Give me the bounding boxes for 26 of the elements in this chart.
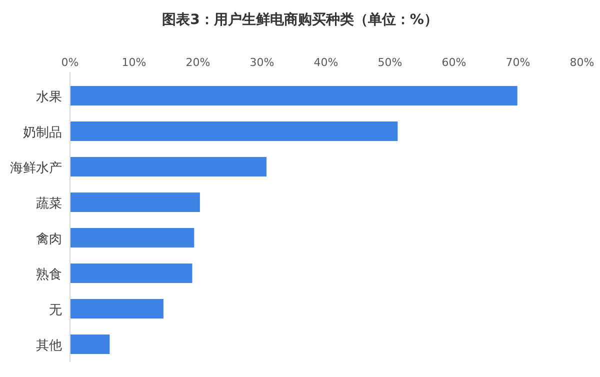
bar (70, 298, 164, 319)
x-tick-label: 20% (186, 56, 210, 69)
x-tick-label: 0% (61, 56, 79, 69)
bar (70, 263, 192, 284)
y-tick-label: 蔬菜 (36, 196, 62, 212)
y-tick-label: 奶制品 (23, 125, 62, 140)
bar (70, 228, 194, 248)
y-tick-label: 水果 (36, 90, 62, 105)
x-tick-label: 10% (122, 56, 146, 69)
x-tick-label: 70% (506, 56, 530, 69)
bar (70, 121, 398, 142)
x-tick-label: 80% (570, 56, 594, 69)
y-tick-label: 其他 (36, 338, 62, 354)
x-tick-label: 60% (442, 56, 466, 69)
bar (70, 334, 110, 354)
y-tick-label: 禽肉 (36, 232, 62, 247)
x-tick-label: 50% (378, 56, 402, 69)
x-tick-label: 40% (314, 56, 338, 69)
bar (70, 192, 200, 212)
y-tick-label: 熟食 (36, 267, 62, 282)
bar (70, 86, 518, 106)
y-tick-label: 无 (49, 302, 62, 318)
x-tick-label: 30% (250, 56, 274, 69)
bar (70, 156, 266, 177)
y-tick-label: 海鲜水产 (10, 160, 62, 176)
chart-title: 图表3：用户生鲜电商购买种类（单位：%） (162, 11, 438, 28)
